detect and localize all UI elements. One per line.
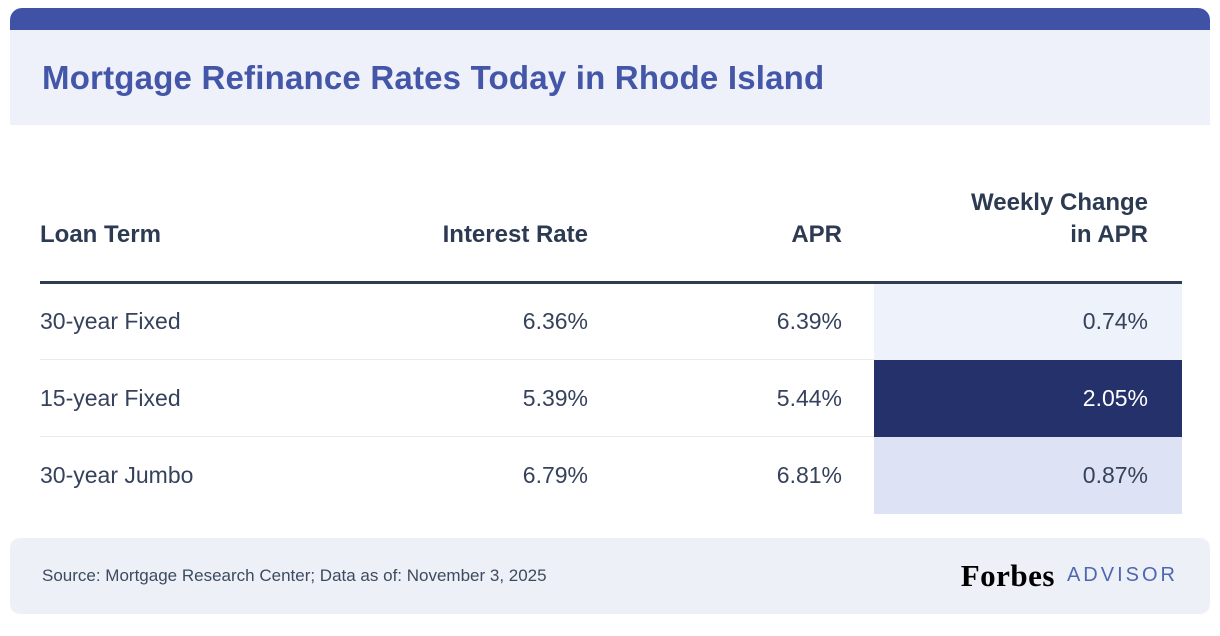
cell-weekly-change: 0.87% [874,436,1182,514]
cell-apr: 5.44% [588,359,874,437]
table-row: 30-year Jumbo 6.79% 6.81% 0.87% [40,436,1182,514]
table-header-row: Loan Term Interest Rate APR Weekly Chang… [40,187,1182,284]
col-header-loan-term: Loan Term [40,187,394,284]
cell-interest-rate: 6.79% [394,436,588,514]
cell-interest-rate: 6.36% [522,308,588,334]
header-block: Mortgage Refinance Rates Today in Rhode … [10,8,1210,125]
forbes-advisor-logo: Forbes ADVISOR [961,558,1178,594]
source-attribution: Source: Mortgage Research Center; Data a… [42,565,547,585]
rates-table-wrap: Loan Term Interest Rate APR Weekly Chang… [40,187,1182,514]
forbes-wordmark: Forbes [960,557,1055,593]
cell-apr: 6.81% [588,436,874,514]
infographic-card: Mortgage Refinance Rates Today in Rhode … [0,8,1220,636]
table-row: 30-year Fixed 6.36% 6.39% 0.74% [40,282,1182,360]
title-panel: Mortgage Refinance Rates Today in Rhode … [10,30,1210,125]
advisor-wordmark: ADVISOR [1066,564,1178,586]
cell-loan-term: 30-year Jumbo [40,436,394,514]
col-header-interest-rate: Interest Rate [394,187,588,284]
cell-loan-term: 15-year Fixed [40,359,394,437]
col-header-weekly-change: Weekly Change in APR [874,187,1182,284]
col-header-apr: APR [588,187,874,284]
page-title: Mortgage Refinance Rates Today in Rhode … [42,58,825,96]
table-row: 15-year Fixed 5.39% 5.44% 2.05% [40,359,1182,437]
cell-interest-rate: 5.39% [394,359,588,437]
cell-apr: 6.39% [776,308,842,334]
cell-loan-term: 30-year Fixed [40,308,181,334]
cell-weekly-change: 0.74% [874,282,1182,360]
rates-table: Loan Term Interest Rate APR Weekly Chang… [40,187,1182,514]
accent-top-bar [10,8,1210,30]
cell-weekly-change: 2.05% [874,359,1182,437]
footer-panel: Source: Mortgage Research Center; Data a… [10,537,1210,614]
